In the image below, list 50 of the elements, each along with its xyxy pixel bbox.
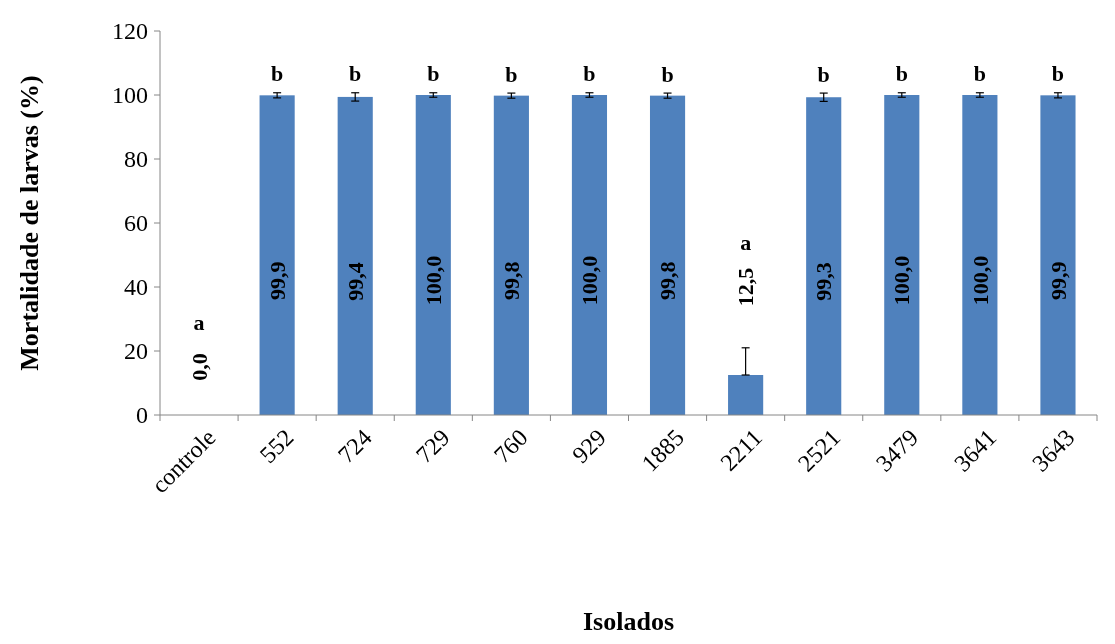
- x-tick-label: 552: [254, 424, 299, 468]
- x-tick-label: 929: [567, 424, 611, 468]
- annotation: b: [349, 61, 362, 87]
- data-label: 0,0: [186, 353, 212, 381]
- bar: [337, 96, 373, 415]
- bar: [415, 95, 451, 415]
- y-tick-label: 100: [112, 82, 148, 109]
- data-label: 100,0: [967, 255, 993, 306]
- data-label: 100,0: [577, 255, 603, 306]
- y-tick-label: 120: [112, 18, 148, 45]
- bar: [649, 95, 686, 415]
- data-label: 99,8: [655, 261, 681, 301]
- y-tick-label: 80: [124, 146, 148, 173]
- annotation: b: [271, 61, 284, 87]
- x-axis-title: Isolados: [582, 607, 675, 636]
- y-axis-title: Mortalidade de larvas (%): [15, 75, 44, 371]
- annotation: b: [427, 61, 440, 87]
- bar: [571, 95, 608, 415]
- data-label: 99,9: [1045, 261, 1071, 300]
- x-tick-label: 2211: [715, 424, 768, 476]
- bar: [259, 95, 295, 415]
- y-tick-label: 0: [136, 402, 148, 429]
- bar: [806, 97, 842, 415]
- annotation: b: [661, 61, 674, 87]
- y-tick-label: 20: [124, 338, 148, 365]
- bar: [493, 95, 529, 415]
- y-tick-label: 40: [124, 274, 148, 301]
- annotation: a: [740, 229, 752, 255]
- annotation: b: [817, 61, 830, 87]
- annotation: a: [193, 309, 205, 335]
- annotation: b: [1051, 61, 1065, 87]
- annotation: b: [973, 61, 986, 87]
- bar: [884, 95, 920, 415]
- data-label: 99,3: [811, 262, 837, 301]
- x-tick-label: 729: [410, 424, 455, 468]
- data-label: 99,8: [499, 261, 525, 301]
- bar: [962, 95, 998, 415]
- data-label: 99,9: [264, 261, 290, 300]
- data-label: 99,4: [342, 262, 368, 301]
- x-tick-label: 724: [332, 424, 377, 468]
- bar: [728, 375, 764, 415]
- data-label: 100,0: [420, 255, 446, 306]
- x-tick-label: 760: [489, 424, 533, 468]
- data-label: 12,5: [733, 267, 759, 307]
- annotation: b: [505, 61, 518, 87]
- bar: [1040, 95, 1076, 415]
- annotation: b: [583, 61, 596, 87]
- annotation: b: [895, 61, 908, 87]
- data-label: 100,0: [889, 255, 915, 306]
- y-tick-label: 60: [124, 210, 148, 237]
